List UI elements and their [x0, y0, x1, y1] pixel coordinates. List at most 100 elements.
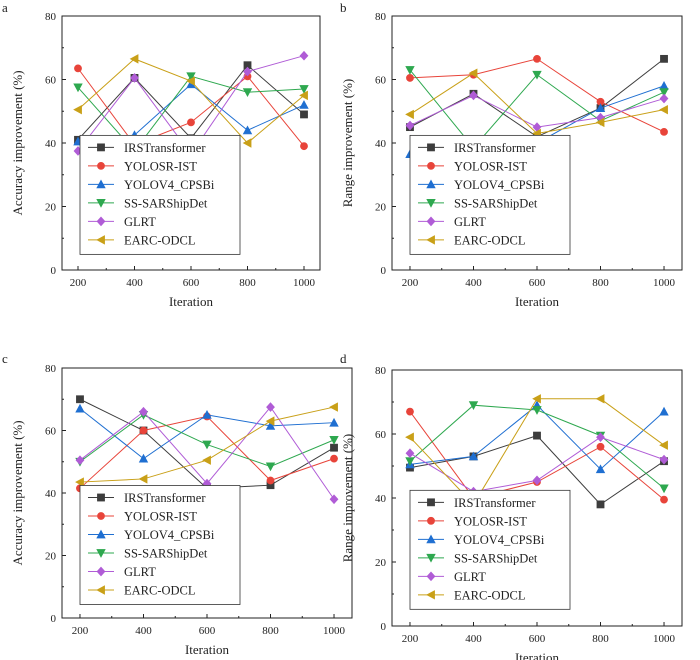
- x-axis-label: Iteration: [169, 294, 214, 309]
- data-point: [265, 420, 276, 430]
- legend-marker: [96, 235, 105, 245]
- y-axis-label: Accuracy improvement (%): [10, 420, 25, 565]
- x-tick-label: 1000: [653, 277, 676, 289]
- data-point: [659, 93, 669, 104]
- panel-label: d: [340, 351, 347, 366]
- data-point: [532, 70, 542, 80]
- data-point: [532, 475, 542, 486]
- y-tick-label: 20: [375, 202, 387, 214]
- legend-marker: [427, 161, 435, 170]
- x-tick-label: 800: [592, 277, 609, 289]
- x-tick-label: 600: [529, 633, 546, 645]
- legend-label: SS-SARShipDet: [124, 196, 208, 210]
- y-tick-label: 80: [45, 363, 57, 375]
- series-YOLOV4_CPSBi: [75, 403, 339, 463]
- legend-marker: [97, 143, 105, 152]
- series-EARC-ODCL: [73, 54, 308, 148]
- data-point: [74, 64, 82, 73]
- data-point: [202, 455, 211, 465]
- data-point: [595, 464, 606, 474]
- y-axis-label: Accuracy improvement (%): [10, 70, 25, 215]
- data-point: [130, 73, 139, 83]
- x-tick-label: 800: [239, 277, 256, 289]
- chart-panel-c: c 0 20 40 60 80 200 400 600 800 1000 Iteration Accur…: [2, 351, 353, 657]
- legend-label: GLRT: [454, 570, 486, 584]
- panel-label: c: [2, 351, 8, 366]
- legend-marker: [426, 216, 436, 227]
- x-axis-label: Iteration: [515, 294, 560, 309]
- x-tick-label: 1000: [323, 625, 346, 637]
- data-point: [329, 435, 339, 445]
- legend-box: [409, 134, 571, 255]
- data-point: [660, 54, 668, 63]
- legend-label: GLRT: [124, 215, 156, 229]
- x-tick-label: 1000: [293, 277, 316, 289]
- data-point: [469, 90, 478, 101]
- data-point: [532, 406, 542, 415]
- legend-marker: [427, 143, 435, 152]
- y-tick-label: 40: [45, 138, 57, 150]
- y-tick-label: 40: [375, 493, 387, 505]
- data-point: [138, 453, 149, 463]
- legend-box: [79, 485, 241, 605]
- y-tick-label: 0: [51, 613, 57, 625]
- legend: IRSTransformer YOLOSR-IST YOLOV4_CPSBi SS-S…: [409, 134, 571, 255]
- series-line: [77, 83, 305, 142]
- data-point: [533, 431, 541, 440]
- legend-label: EARC-ODCL: [124, 584, 196, 598]
- data-point: [660, 495, 668, 504]
- data-point: [596, 442, 605, 451]
- legend-marker: [427, 516, 435, 525]
- legend-label: YOLOSR-IST: [454, 514, 527, 528]
- legend-label: GLRT: [454, 215, 486, 229]
- legend-label: EARC-ODCL: [124, 233, 196, 247]
- y-axis-label: Range improvement (%): [340, 79, 355, 208]
- legend-box: [79, 134, 241, 255]
- series-line: [409, 58, 665, 133]
- legend-marker: [96, 585, 105, 595]
- x-axis-label: Iteration: [185, 642, 230, 657]
- x-tick-label: 200: [70, 277, 87, 289]
- data-point: [596, 432, 605, 443]
- data-point: [299, 85, 309, 94]
- data-point: [406, 74, 414, 82]
- data-point: [468, 451, 479, 461]
- legend-label: IRSTransformer: [454, 496, 536, 510]
- data-point: [242, 125, 253, 135]
- data-point: [202, 410, 212, 419]
- series-line: [79, 415, 335, 489]
- legend-label: IRSTransformer: [124, 491, 206, 505]
- data-point: [595, 103, 606, 112]
- legend: IRSTransformer YOLOSR-IST YOLOV4_CPSBi SS-S…: [79, 485, 241, 605]
- legend-label: GLRT: [124, 565, 156, 579]
- y-tick-label: 60: [375, 429, 387, 441]
- legend-label: YOLOV4_CPSBi: [454, 533, 545, 547]
- data-point: [406, 407, 414, 416]
- data-point: [659, 484, 669, 494]
- legend-marker: [96, 179, 106, 189]
- y-tick-label: 80: [375, 365, 387, 377]
- legend-marker: [97, 512, 105, 520]
- x-tick-label: 600: [183, 277, 200, 289]
- legend-label: YOLOV4_CPSBi: [124, 178, 215, 192]
- y-tick-label: 20: [375, 557, 387, 569]
- legend-label: EARC-ODCL: [454, 233, 526, 247]
- data-point: [138, 474, 148, 484]
- legend-label: YOLOSR-IST: [124, 510, 197, 524]
- y-tick-label: 20: [45, 202, 57, 214]
- data-point: [187, 118, 195, 127]
- y-tick-label: 60: [45, 426, 57, 438]
- data-point: [243, 66, 252, 77]
- legend-label: YOLOV4_CPSBi: [454, 178, 545, 192]
- x-tick-label: 800: [262, 625, 279, 637]
- data-point: [75, 455, 85, 466]
- chart-panel-a: a 0 20 40 60 80 200 400 600 800 1000 Iteration Accur…: [2, 0, 321, 309]
- data-point: [242, 88, 253, 98]
- y-tick-label: 0: [51, 265, 57, 277]
- panel-label: a: [2, 0, 8, 15]
- y-tick-label: 40: [45, 488, 57, 500]
- data-point: [129, 54, 139, 64]
- data-point: [202, 440, 212, 450]
- legend-marker: [426, 553, 436, 563]
